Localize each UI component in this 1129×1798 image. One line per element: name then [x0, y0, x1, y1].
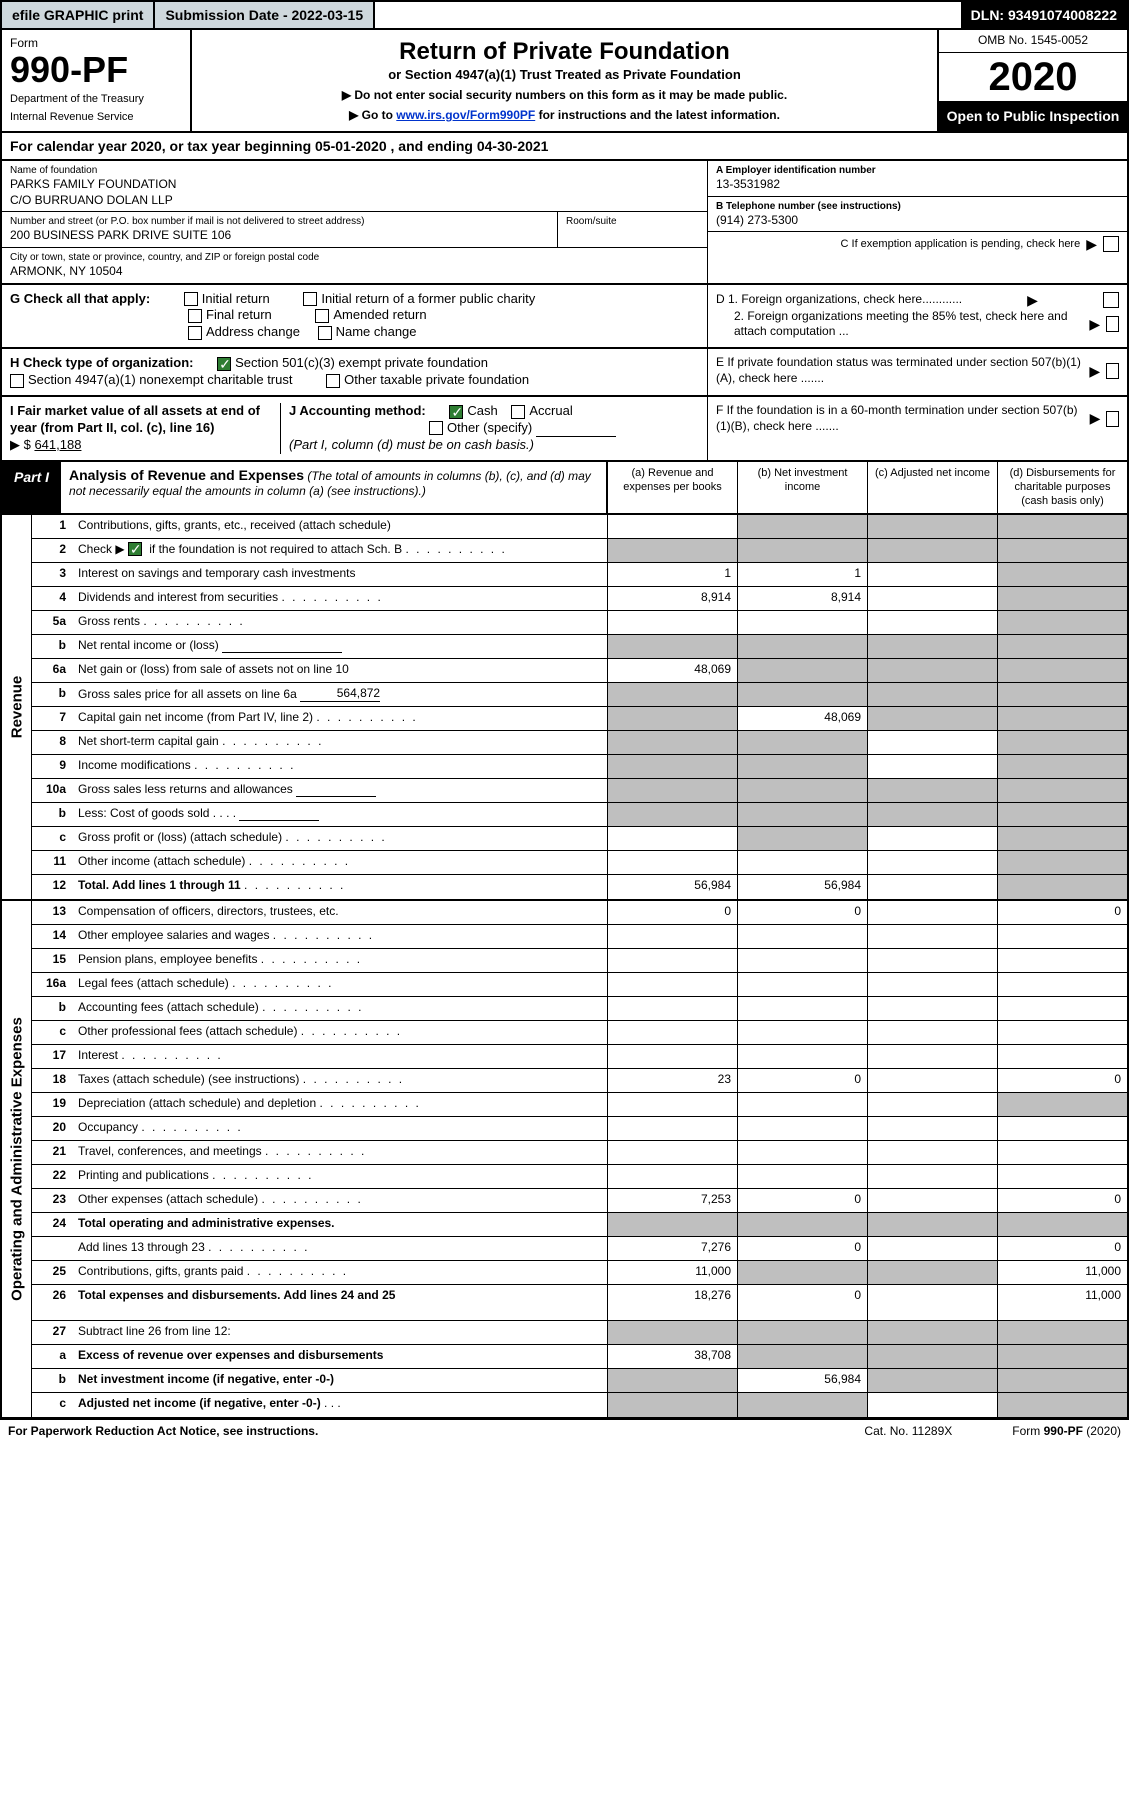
chk-4947[interactable] [10, 374, 24, 388]
part1-label: Part I [2, 462, 61, 513]
exemption-cell: C If exemption application is pending, c… [708, 232, 1127, 266]
part1-header: Part I Analysis of Revenue and Expenses … [0, 462, 1129, 515]
chk-initial[interactable] [184, 292, 198, 306]
entity-block: Name of foundation PARKS FAMILY FOUNDATI… [0, 161, 1129, 284]
phone-cell: B Telephone number (see instructions) (9… [708, 197, 1127, 233]
col-c-header: (c) Adjusted net income [867, 462, 997, 513]
fmv-amount: 641,188 [34, 437, 81, 452]
section-g-row: G Check all that apply: Initial return I… [0, 285, 1129, 350]
footer-formno: Form 990-PF (2020) [1012, 1424, 1121, 1440]
topbar: efile GRAPHIC print Submission Date - 20… [0, 0, 1129, 30]
chk-other-tax[interactable] [326, 374, 340, 388]
col-b-header: (b) Net investment income [737, 462, 867, 513]
f-checkbox[interactable] [1106, 411, 1119, 427]
instr-1: ▶ Do not enter social security numbers o… [200, 88, 929, 104]
header-left: Form 990-PF Department of the Treasury I… [2, 30, 192, 131]
tax-year: 2020 [939, 53, 1127, 101]
revenue-grid: Revenue 1Contributions, gifts, grants, e… [0, 515, 1129, 901]
irs-label: Internal Revenue Service [10, 110, 182, 124]
d1-checkbox[interactable] [1103, 292, 1119, 308]
chk-name[interactable] [318, 326, 332, 340]
name-cell: Name of foundation PARKS FAMILY FOUNDATI… [2, 161, 707, 212]
part1-title: Analysis of Revenue and Expenses (The to… [61, 462, 606, 513]
chk-amended[interactable] [315, 309, 329, 323]
city-cell: City or town, state or province, country… [2, 248, 707, 283]
revenue-side-label: Revenue [2, 515, 32, 899]
header-center: Return of Private Foundation or Section … [192, 30, 937, 131]
submission-date-button[interactable]: Submission Date - 2022-03-15 [155, 2, 375, 28]
e-checkbox[interactable] [1106, 363, 1119, 379]
section-ij-row: I Fair market value of all assets at end… [0, 397, 1129, 462]
ein-cell: A Employer identification number 13-3531… [708, 161, 1127, 197]
col-a-header: (a) Revenue and expenses per books [607, 462, 737, 513]
open-inspection: Open to Public Inspection [939, 101, 1127, 131]
footer-left: For Paperwork Reduction Act Notice, see … [8, 1424, 318, 1440]
address-cell: Number and street (or P.O. box number if… [2, 212, 557, 248]
page-footer: For Paperwork Reduction Act Notice, see … [0, 1419, 1129, 1444]
instr-2: ▶ Go to www.irs.gov/Form990PF for instru… [200, 108, 929, 124]
expenses-grid: Operating and Administrative Expenses 13… [0, 901, 1129, 1419]
section-h-row: H Check type of organization: Section 50… [0, 349, 1129, 397]
chk-schb[interactable] [128, 542, 142, 556]
form-title: Return of Private Foundation [200, 36, 929, 67]
chk-other-method[interactable] [429, 421, 443, 435]
chk-accrual[interactable] [511, 405, 525, 419]
form-number: 990-PF [10, 52, 182, 88]
form-header: Form 990-PF Department of the Treasury I… [0, 30, 1129, 133]
d2-checkbox[interactable] [1106, 316, 1119, 332]
col-d-header: (d) Disbursements for charitable purpose… [997, 462, 1127, 513]
header-right: OMB No. 1545-0052 2020 Open to Public In… [937, 30, 1127, 131]
efile-button[interactable]: efile GRAPHIC print [2, 2, 155, 28]
dln-label: DLN: 93491074008222 [961, 2, 1127, 28]
c-checkbox[interactable] [1103, 236, 1119, 252]
irs-link[interactable]: www.irs.gov/Form990PF [396, 108, 535, 122]
room-cell: Room/suite [557, 212, 707, 248]
footer-catno: Cat. No. 11289X [864, 1424, 952, 1440]
period-line: For calendar year 2020, or tax year begi… [0, 133, 1129, 161]
omb-number: OMB No. 1545-0052 [939, 30, 1127, 53]
chk-cash[interactable] [449, 405, 463, 419]
form-subtitle: or Section 4947(a)(1) Trust Treated as P… [200, 67, 929, 84]
chk-address[interactable] [188, 326, 202, 340]
dept-label: Department of the Treasury [10, 92, 182, 106]
chk-initial-public[interactable] [303, 292, 317, 306]
chk-final[interactable] [188, 309, 202, 323]
expenses-side-label: Operating and Administrative Expenses [2, 901, 32, 1417]
chk-501c3[interactable] [217, 357, 231, 371]
